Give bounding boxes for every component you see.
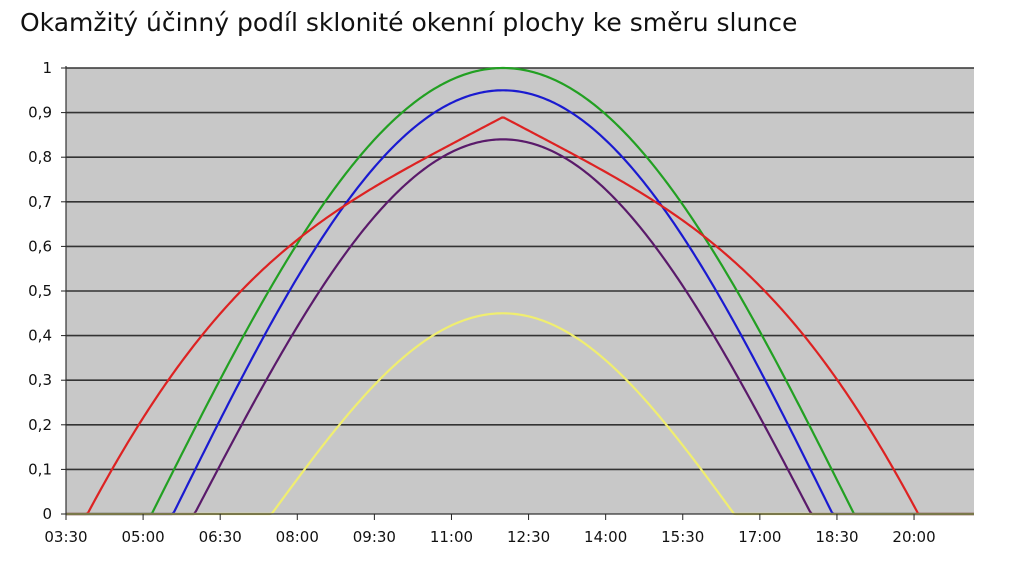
x-tick-label: 11:00 xyxy=(430,528,473,546)
y-tick-label: 0,1 xyxy=(28,460,52,478)
y-tick-label: 0,4 xyxy=(28,327,52,345)
x-tick-label: 03:30 xyxy=(44,528,87,546)
series-line xyxy=(66,66,974,516)
series-line xyxy=(66,89,974,516)
gridlines xyxy=(66,67,974,471)
y-tick-label: 0,6 xyxy=(28,237,52,255)
y-tick-label: 0,5 xyxy=(28,282,52,300)
x-tick-label: 20:00 xyxy=(892,528,935,546)
y-tick-label: 0,3 xyxy=(28,371,52,389)
x-tick-label: 05:00 xyxy=(121,528,164,546)
y-tick-label: 0,8 xyxy=(28,148,52,166)
x-tick-label: 08:00 xyxy=(276,528,319,546)
x-tick-label: 15:30 xyxy=(661,528,704,546)
x-tick-label: 14:00 xyxy=(584,528,627,546)
y-tick-label: 0 xyxy=(42,505,52,523)
series-line xyxy=(66,116,974,516)
x-tick-label: 06:30 xyxy=(199,528,242,546)
x-tick-label: 09:30 xyxy=(353,528,396,546)
y-tick-label: 0,2 xyxy=(28,416,52,434)
y-tick-label: 0,7 xyxy=(28,193,52,211)
y-tick-label: 0,9 xyxy=(28,104,52,122)
x-tick-label: 17:00 xyxy=(738,528,781,546)
y-tick-label: 1 xyxy=(42,59,52,77)
y-axis-ticks: 0 0,1 0,2 0,3 0,4 0,5 0,6 0,7 0,8 0,9 1 xyxy=(28,59,66,523)
axes xyxy=(65,66,974,515)
x-tick-label: 18:30 xyxy=(815,528,858,546)
x-tick-label: 12:30 xyxy=(507,528,550,546)
chart-title: Okamžitý účinný podíl sklonité okenní pl… xyxy=(20,8,798,37)
x-axis-ticks: 03:30 05:00 06:30 08:00 09:30 11:00 12:30 14:00… xyxy=(44,514,936,546)
